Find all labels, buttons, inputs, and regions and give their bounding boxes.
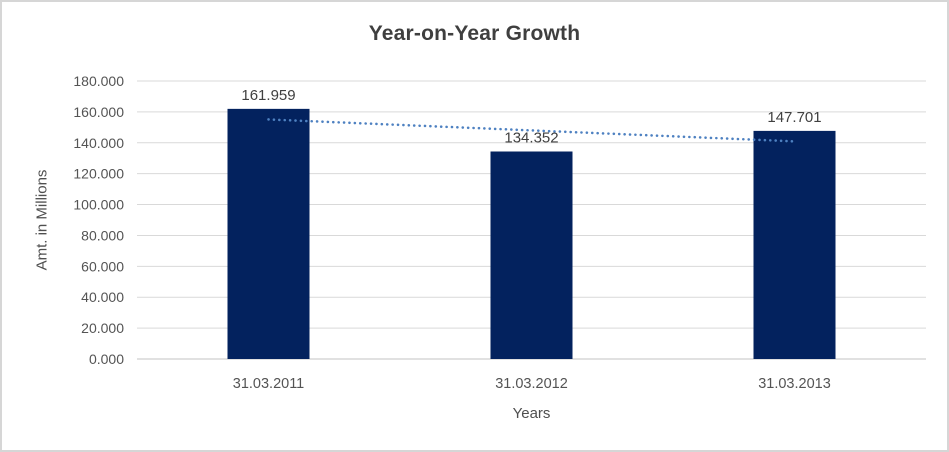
y-tick-label: 0.000 — [89, 351, 124, 367]
trendline — [267, 118, 796, 143]
y-tick-label: 40.000 — [81, 289, 124, 305]
y-tick-label: 80.000 — [81, 227, 124, 243]
chart-title: Year-on-Year Growth — [368, 22, 581, 45]
y-tick-label: 60.000 — [81, 258, 124, 274]
y-tick-label: 100.000 — [73, 197, 124, 213]
x-tick-label: 31.03.2013 — [758, 376, 831, 392]
x-tick-label: 31.03.2011 — [233, 376, 305, 392]
bar-data-label: 147.701 — [767, 109, 821, 126]
y-tick-label: 120.000 — [73, 166, 124, 182]
bar-data-label: 161.959 — [241, 87, 295, 104]
bar — [490, 151, 573, 359]
y-tick-label: 20.000 — [81, 320, 124, 336]
y-tick-label: 160.000 — [73, 104, 124, 120]
bar — [227, 108, 310, 360]
y-tick-label: 140.000 — [73, 135, 124, 151]
bar-data-label: 134.352 — [504, 130, 558, 147]
bar — [753, 130, 836, 359]
x-tick-label: 31.03.2012 — [495, 376, 568, 392]
x-axis-title: Years — [512, 405, 551, 422]
y-tick-label: 180.000 — [73, 73, 124, 89]
